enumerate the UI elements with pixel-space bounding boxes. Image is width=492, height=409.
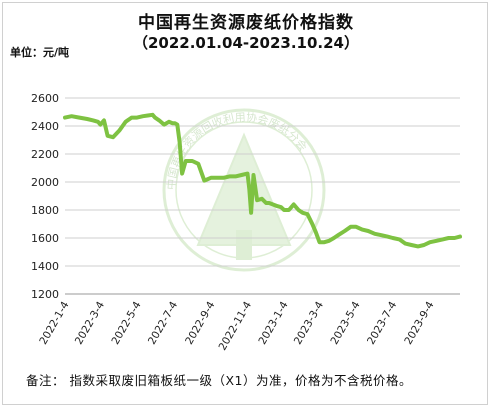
chart-subtitle: （2022.01.04-2023.10.24） (132, 34, 359, 52)
unit-label: 单位：元/吨 (10, 46, 70, 59)
series-line (63, 112, 462, 249)
y-axis: 1200 1400 1600 1800 2000 2200 2400 2600 (31, 92, 59, 301)
x-tick-label: 2022-1-4 (37, 299, 71, 347)
x-tick-label: 2022-3-4 (73, 299, 107, 347)
y-tick-label: 2200 (31, 148, 59, 161)
x-tick-label: 2023-7-4 (365, 299, 399, 347)
y-tick-label: 1400 (31, 260, 59, 273)
series-layer (63, 112, 462, 249)
x-axis: 2022-1-4 2022-3-4 2022-5-4 2022-7-4 2022-9-4… (37, 293, 460, 353)
y-tick-label: 2600 (31, 92, 59, 105)
x-tick-label: 2022-7-4 (146, 299, 180, 347)
watermark-seal: 中国再生资源回收利用协会废纸分会 (162, 108, 326, 272)
y-tick-label: 1200 (31, 288, 59, 301)
chart-frame (2, 2, 488, 405)
footnote: 备注： 指数采取废旧箱板纸一级（X1）为准，价格为不含税价格。 (26, 373, 412, 388)
y-tick-label: 1800 (31, 204, 59, 217)
y-tick-label: 1600 (31, 232, 59, 245)
x-tick-label: 2022-11-4 (217, 299, 255, 352)
x-tick-label: 2023-5-4 (329, 299, 363, 347)
x-tick-label: 2023-9-4 (402, 299, 436, 347)
x-tick-label: 2022-9-4 (183, 299, 217, 347)
y-tick-label: 2000 (31, 176, 59, 189)
y-tick-label: 2400 (31, 120, 59, 133)
x-tick-label: 2023-1-4 (256, 299, 290, 347)
x-tick-label: 2023-3-4 (292, 299, 326, 347)
chart-title: 中国再生资源废纸价格指数 (138, 13, 354, 33)
x-tick-label: 2022-5-4 (109, 299, 143, 347)
